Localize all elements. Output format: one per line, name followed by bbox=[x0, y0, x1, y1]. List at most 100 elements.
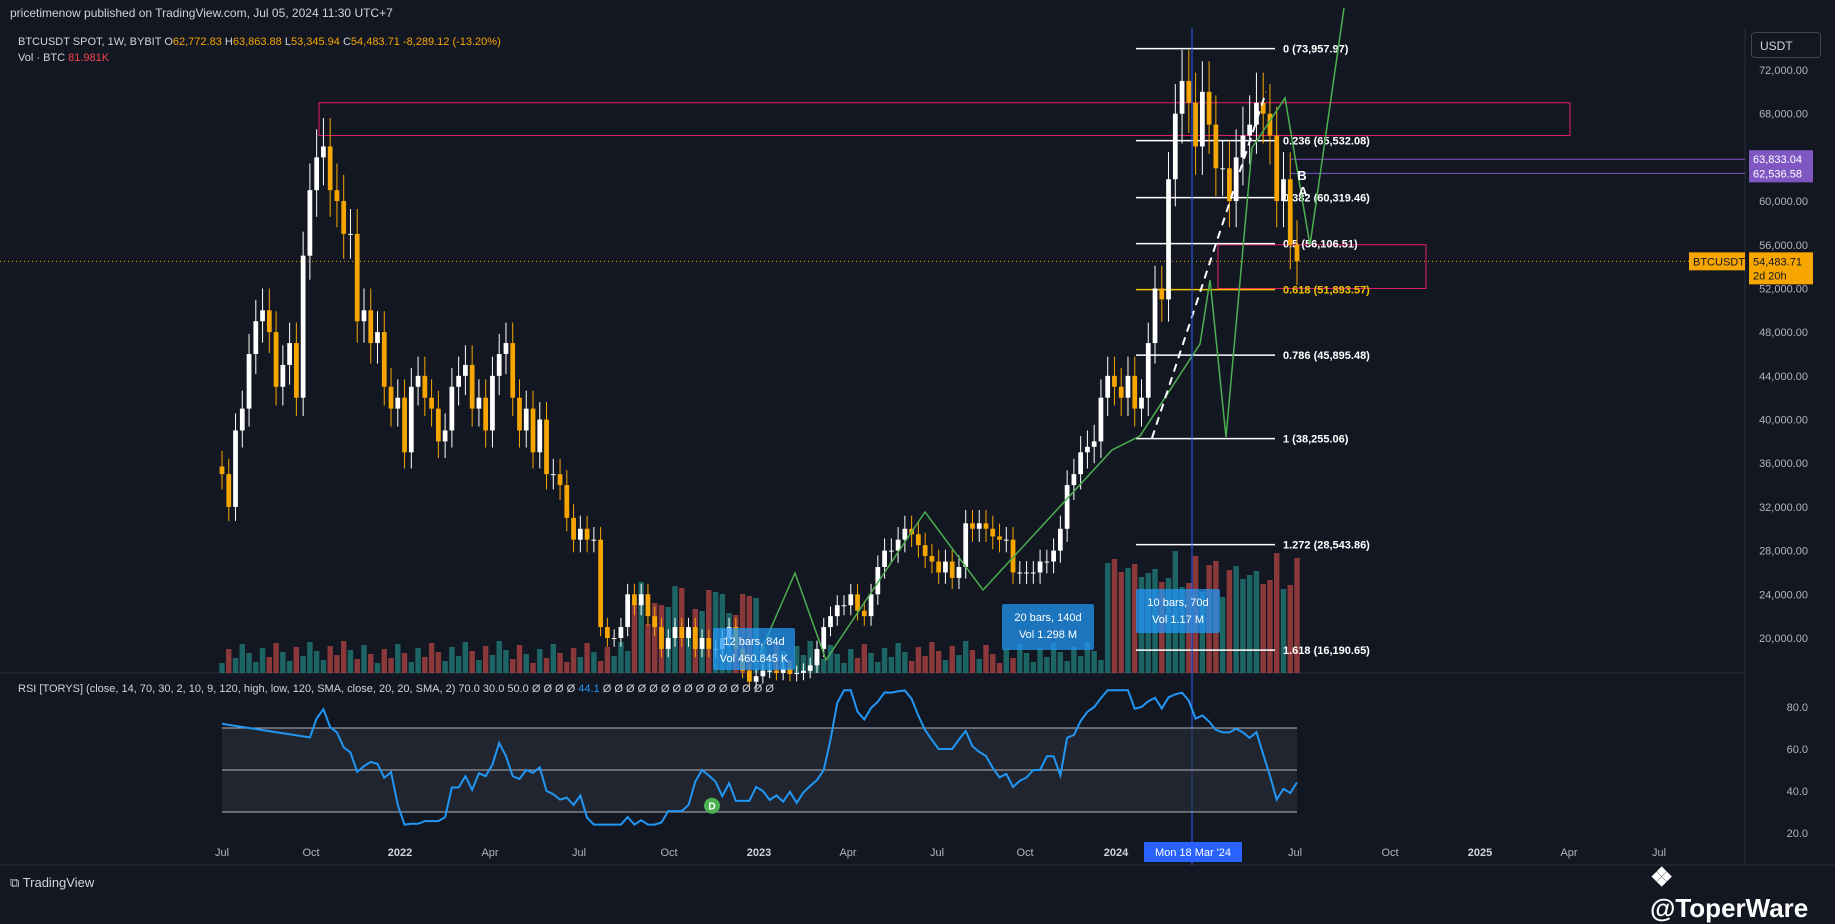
candle-body bbox=[321, 146, 326, 158]
volume-bar bbox=[996, 663, 1003, 673]
candle-body bbox=[672, 627, 678, 638]
candle-body bbox=[598, 539, 603, 628]
volume-bar bbox=[929, 642, 935, 673]
volume-bar bbox=[942, 660, 949, 673]
candle-body bbox=[510, 343, 516, 398]
volume-bar bbox=[902, 652, 908, 673]
candle-body bbox=[841, 605, 847, 607]
candle-body bbox=[496, 354, 502, 376]
range-measure-box bbox=[1136, 589, 1220, 633]
candle-body bbox=[1057, 528, 1063, 551]
candle-body bbox=[294, 343, 299, 398]
candle-body bbox=[1260, 102, 1266, 114]
candle-body bbox=[544, 419, 549, 475]
fib-level-label: 1.272 (28,543.86) bbox=[1283, 540, 1370, 552]
support-zone bbox=[1217, 244, 1427, 289]
candle-body bbox=[618, 627, 624, 638]
volume-bar bbox=[273, 643, 279, 673]
rsi-axis-label: 40.0 bbox=[1787, 786, 1808, 798]
volume-bar bbox=[266, 657, 273, 673]
candle-body bbox=[1078, 452, 1084, 475]
candle-body bbox=[1037, 561, 1043, 573]
candle-body bbox=[605, 627, 610, 638]
candle-body bbox=[665, 638, 671, 649]
price-axis-label: 36,000.00 bbox=[1759, 458, 1808, 470]
low-value: 53,345.94 bbox=[290, 36, 340, 48]
price-tag-lower-text: 62,536.58 bbox=[1753, 168, 1802, 180]
time-axis-label: Oct bbox=[660, 847, 677, 859]
candle-body bbox=[483, 397, 489, 431]
fib-level-label: 0.5 (56,106.51) bbox=[1283, 239, 1358, 251]
volume-bar bbox=[888, 657, 895, 673]
candle-body bbox=[361, 310, 367, 322]
volume-bar bbox=[401, 653, 408, 673]
currency-button[interactable]: USDT bbox=[1751, 32, 1821, 58]
range-bars-label: 20 bars, 140d bbox=[1014, 612, 1081, 624]
tradingview-logo-icon: ⧉ bbox=[10, 875, 20, 890]
symbol-name[interactable]: BTCUSDT SPOT, 1W, BYBIT bbox=[18, 36, 162, 48]
candle-body bbox=[855, 594, 860, 611]
candle-body bbox=[517, 397, 522, 431]
volume-bar bbox=[1003, 649, 1009, 673]
candle-body bbox=[760, 670, 766, 677]
candle-body bbox=[395, 397, 401, 409]
volume-legend[interactable]: Vol · BTC 81.981K bbox=[18, 52, 110, 64]
volume-bar bbox=[990, 654, 996, 673]
candle-body bbox=[314, 157, 320, 191]
volume-bar bbox=[807, 641, 813, 673]
price-chart[interactable]: 72,000.0068,000.0064,000.0060,000.0056,0… bbox=[0, 0, 1835, 901]
volume-bar bbox=[239, 644, 245, 673]
candle-body bbox=[375, 332, 380, 344]
pattern-label-b: B bbox=[1297, 168, 1306, 183]
price-axis-label: 44,000.00 bbox=[1759, 371, 1808, 383]
rsi-legend[interactable]: RSI [TORYS] (close, 14, 70, 30, 2, 10, 9… bbox=[18, 683, 774, 695]
volume-bar bbox=[503, 650, 509, 673]
volume-bar bbox=[969, 650, 976, 673]
volume-bar bbox=[1030, 662, 1037, 673]
candle-body bbox=[1152, 288, 1158, 344]
volume-bar bbox=[1091, 651, 1097, 673]
candle-body bbox=[537, 419, 543, 453]
volume-bar bbox=[449, 647, 455, 673]
volume-bar bbox=[1111, 559, 1118, 673]
volume-bar bbox=[293, 647, 300, 673]
volume-bar bbox=[280, 652, 286, 673]
candle-body bbox=[1281, 179, 1286, 202]
volume-bar bbox=[584, 643, 590, 673]
volume-bar bbox=[1246, 575, 1253, 673]
volume-bar bbox=[246, 653, 252, 673]
candle-body bbox=[469, 364, 475, 409]
volume-bar bbox=[354, 659, 360, 673]
volume-bar bbox=[1294, 558, 1300, 673]
volume-bar bbox=[1084, 642, 1091, 673]
candle-body bbox=[1010, 539, 1016, 573]
candle-body bbox=[442, 430, 448, 442]
candle-body bbox=[929, 556, 935, 562]
candle-body bbox=[997, 536, 1002, 540]
price-tag-upper-text: 63,833.04 bbox=[1753, 154, 1802, 166]
candle-body bbox=[943, 561, 948, 573]
candle-body bbox=[1132, 375, 1138, 409]
fib-level-label: 0.618 (51,893.57) bbox=[1283, 285, 1370, 297]
fib-level-label: 1.618 (16,190.65) bbox=[1283, 645, 1370, 657]
candle-body bbox=[787, 668, 793, 675]
volume-bar bbox=[577, 657, 584, 673]
tradingview-logo[interactable]: ⧉ TradingView bbox=[10, 875, 95, 890]
candle-body bbox=[1233, 157, 1239, 202]
volume-bar bbox=[543, 658, 550, 673]
candle-body bbox=[1166, 179, 1171, 300]
price-tag-upper bbox=[1749, 150, 1813, 169]
candle-body bbox=[354, 233, 360, 322]
volume-bar bbox=[570, 648, 577, 673]
candle-body bbox=[1172, 113, 1178, 180]
candle-body bbox=[746, 670, 752, 682]
volume-bar bbox=[368, 654, 374, 673]
time-axis-label: 2025 bbox=[1468, 847, 1492, 859]
price-axis-label: 40,000.00 bbox=[1759, 415, 1808, 427]
price-axis-label: 60,000.00 bbox=[1759, 196, 1808, 208]
candle-body bbox=[956, 567, 962, 578]
candle-body bbox=[368, 310, 374, 344]
candle-body bbox=[463, 364, 468, 376]
candle-body bbox=[1098, 397, 1104, 442]
volume-bar bbox=[408, 662, 415, 673]
